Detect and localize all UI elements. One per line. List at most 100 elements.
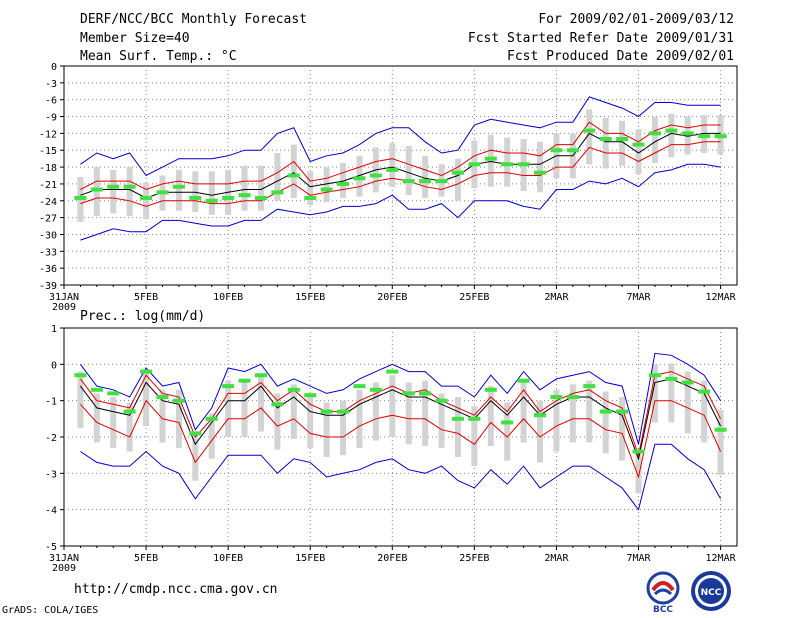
spread-box (553, 389, 560, 452)
x-tick-sublabel: 2009 (52, 563, 76, 574)
spread-box (405, 382, 412, 445)
spread-box (126, 402, 133, 452)
grads-credit: GrADS: COLA/IGES (2, 605, 99, 616)
spread-box (635, 129, 642, 175)
observed-marker (698, 389, 711, 394)
observed-marker (698, 134, 711, 139)
x-tick-label: 12MAR (706, 553, 737, 564)
y-tick-label: -6 (45, 96, 57, 107)
spread-box (619, 397, 626, 461)
observed-marker (616, 137, 629, 141)
observed-marker (271, 190, 284, 195)
spread-box (586, 380, 593, 443)
bcc-logo-text: BCC (653, 605, 673, 614)
observed-marker (550, 148, 563, 153)
ncc-logo-text: NCC (701, 588, 722, 598)
observed-marker (304, 393, 317, 398)
spread-box (471, 406, 478, 467)
y-tick-label: 1 (51, 324, 57, 335)
spread-box (356, 155, 363, 197)
observed-marker (205, 198, 218, 203)
observed-marker (517, 162, 530, 167)
spread-box (684, 116, 691, 155)
observed-marker (107, 184, 120, 189)
spread-box (422, 155, 429, 198)
observed-marker (304, 195, 317, 200)
observed-marker (271, 402, 284, 407)
observed-marker (254, 195, 267, 200)
spread-box (323, 167, 330, 203)
spread-box (93, 393, 100, 443)
series-line-upper_spread (80, 121, 721, 191)
observed-marker (599, 137, 612, 141)
observed-marker (172, 398, 185, 403)
x-tick-label: 15FEB (295, 292, 325, 303)
y-tick-label: -15 (39, 146, 57, 157)
observed-marker (222, 195, 235, 200)
x-tick-label: 25FEB (459, 553, 489, 564)
x-tick-label: 12MAR (706, 292, 737, 303)
spread-box (668, 113, 675, 158)
series-line-lower_spread (80, 399, 722, 479)
spread-box (537, 400, 544, 463)
source-url[interactable]: http://cmdp.ncc.cma.gov.cn (74, 582, 278, 597)
spread-box (143, 371, 150, 427)
series-line-ensemble_mean (80, 378, 722, 461)
observed-marker (566, 395, 579, 400)
observed-marker (287, 387, 300, 392)
spread-box (257, 165, 264, 211)
observed-marker (287, 173, 300, 178)
y-tick-label: -12 (39, 129, 57, 140)
x-tick-label: 7MAR (626, 553, 651, 564)
observed-marker (369, 173, 382, 178)
observed-marker (386, 167, 399, 172)
spread-box (537, 141, 544, 193)
y-tick-label: -39 (39, 281, 57, 292)
observed-marker (681, 131, 694, 136)
spread-box (602, 391, 609, 454)
spread-box (241, 382, 248, 437)
observed-marker (599, 409, 612, 414)
y-tick-label: -5 (45, 542, 57, 553)
observed-marker (648, 131, 661, 136)
refer-date-label: Fcst Started Refer Date 2009/01/31 (467, 31, 734, 46)
spread-box (487, 134, 494, 187)
y-tick-label: -33 (39, 247, 57, 258)
x-tick-label: 5FEB (134, 292, 158, 303)
observed-marker (337, 409, 350, 414)
x-tick-label: 31JAN (49, 553, 79, 564)
observed-marker (451, 416, 464, 421)
observed-marker (123, 184, 136, 189)
spread-box (651, 364, 658, 423)
spread-box (307, 395, 314, 448)
spread-box (487, 386, 494, 447)
spread-box (208, 171, 215, 215)
observed-marker (320, 187, 333, 192)
observed-marker (337, 181, 350, 186)
observed-marker (484, 156, 497, 161)
x-tick-label: 10FEB (213, 553, 243, 564)
observed-marker (665, 376, 678, 381)
spread-box (504, 137, 511, 187)
y-tick-label: -3 (45, 79, 57, 90)
spread-box (356, 389, 363, 448)
series-line-ensemble_mean (80, 132, 721, 199)
spread-box (520, 380, 527, 443)
spread-box (323, 402, 330, 457)
observed-marker (353, 384, 366, 389)
y-tick-label: 0 (51, 360, 57, 371)
observed-marker (501, 420, 514, 425)
y-tick-label: -9 (45, 113, 57, 124)
observed-marker (632, 449, 645, 454)
spread-box (701, 380, 708, 443)
spread-box (110, 169, 117, 214)
observed-marker (353, 176, 366, 181)
observed-marker (517, 378, 530, 383)
observed-marker (714, 427, 727, 432)
spread-box (586, 109, 593, 165)
y-tick-label: 0 (51, 62, 57, 73)
observed-marker (534, 413, 547, 418)
observed-marker (205, 416, 218, 421)
observed-marker (156, 395, 169, 400)
observed-marker (435, 179, 448, 184)
